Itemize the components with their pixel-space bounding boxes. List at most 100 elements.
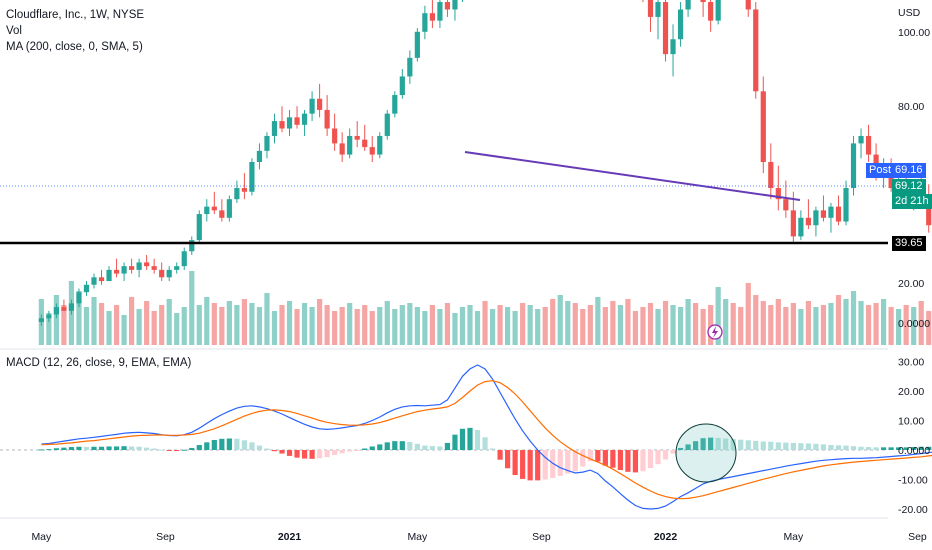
macd-histogram-bar	[482, 437, 488, 450]
candle-body	[241, 188, 247, 192]
macd-histogram-bar	[723, 438, 729, 450]
candle-body	[407, 57, 413, 77]
time-tick-label: 2022	[654, 531, 678, 543]
candle-body	[452, 0, 458, 10]
volume-bar	[332, 311, 338, 345]
signal-line	[41, 380, 932, 500]
volume-tick-label: 20.00	[898, 278, 924, 290]
macd-histogram-bar	[820, 444, 827, 450]
volume-bar	[301, 303, 308, 345]
macd-histogram-bar	[760, 441, 766, 450]
volume-bar	[53, 295, 59, 345]
macd-histogram-bar	[76, 446, 82, 450]
macd-histogram-bar	[121, 446, 127, 450]
overlays	[0, 151, 888, 483]
macd-histogram-bar	[835, 445, 842, 450]
macd-histogram-bar	[129, 446, 135, 450]
macd-histogram-bar	[324, 450, 330, 458]
volume-bar	[858, 301, 864, 345]
macd-histogram-bar	[106, 446, 112, 450]
macd-histogram-bar	[286, 450, 293, 456]
macd-histogram-bar	[98, 446, 105, 450]
volume-bar	[768, 305, 774, 345]
price-candles	[38, 0, 932, 326]
macd-histogram-bar	[632, 450, 639, 473]
grid	[0, 348, 888, 519]
macd-histogram-bar	[414, 443, 420, 450]
candle-body	[437, 2, 443, 21]
volume-bar	[129, 297, 135, 345]
volume-bar	[738, 307, 744, 345]
volume-bar	[655, 309, 661, 345]
volume-bar	[873, 303, 879, 345]
macd-histogram-bar	[512, 450, 518, 476]
macd-histogram-bar	[264, 448, 270, 450]
volume-bar	[369, 311, 375, 345]
candle-body	[392, 95, 398, 114]
macd-histogram-bar	[926, 446, 932, 450]
macd-histogram-bar	[211, 439, 217, 450]
volume-bar	[602, 307, 608, 345]
highlight-ellipse	[675, 423, 737, 483]
ma-legend[interactable]: MA (200, close, 0, SMA, 5)	[6, 41, 143, 53]
macd-histogram-bar	[805, 443, 811, 450]
candle-body	[166, 269, 172, 278]
macd-histogram-bar	[647, 450, 654, 468]
volume-bar	[339, 307, 345, 345]
candle-body	[332, 128, 338, 144]
volume-bar	[317, 299, 323, 345]
volume-bar	[98, 303, 105, 345]
macd-histogram-bar	[745, 440, 751, 450]
macd-histogram-bar	[83, 447, 90, 450]
macd-histogram-bar	[572, 450, 578, 472]
volume-bar	[482, 301, 488, 345]
candle-body	[121, 266, 127, 274]
volume-bar	[670, 305, 676, 345]
candle-body	[196, 214, 202, 241]
vol-legend[interactable]: Vol	[6, 25, 22, 37]
candle-body	[414, 31, 420, 58]
volume-bar	[850, 291, 857, 345]
candle-body	[745, 0, 751, 10]
volume-bar	[775, 299, 781, 345]
macd-histogram-bar	[459, 428, 466, 450]
macd-histogram-bar	[911, 447, 917, 450]
macd-histogram-bar	[189, 447, 195, 450]
volume-bar	[926, 311, 932, 345]
volume-bar	[903, 305, 909, 345]
macd-histogram-bar	[655, 450, 661, 465]
candle-body	[174, 266, 180, 270]
volume-bar	[422, 311, 428, 345]
volume-bar	[249, 303, 255, 345]
macd-histogram-bar	[204, 442, 210, 450]
volume-bar	[144, 301, 150, 345]
macd-legend[interactable]: MACD (12, 26, close, 9, EMA, EMA)	[6, 357, 192, 369]
volume-bar	[753, 295, 759, 345]
volume-bar	[286, 301, 293, 345]
macd-histogram-bar	[444, 442, 451, 450]
macd-histogram-bar	[279, 450, 285, 454]
candle-body	[256, 150, 263, 162]
volume-bar	[196, 305, 202, 345]
macd-histogram-bar	[542, 450, 548, 480]
volume-bar	[535, 309, 541, 345]
macd-histogram-bar	[159, 449, 165, 451]
macd-histogram-bar	[347, 450, 353, 452]
macd-histogram-bar	[685, 444, 691, 450]
macd-histogram-bar	[354, 450, 360, 451]
price-tick-label: 100.00	[898, 27, 930, 39]
volume-bar	[896, 309, 902, 345]
candle-body	[354, 135, 360, 140]
macd-histogram-bar	[166, 450, 172, 451]
price-tick-label: 80.00	[898, 101, 924, 113]
candle-body	[820, 210, 827, 218]
candle-body	[46, 314, 52, 319]
volume-bar	[760, 301, 766, 345]
candle-body	[399, 76, 405, 96]
macd-histogram-bar	[715, 437, 721, 450]
symbol-title[interactable]: Cloudflare, Inc., 1W, NYSE	[6, 9, 145, 21]
macd-histogram-bar	[918, 446, 924, 450]
candle-body	[655, 2, 661, 17]
candle-body	[219, 210, 225, 218]
